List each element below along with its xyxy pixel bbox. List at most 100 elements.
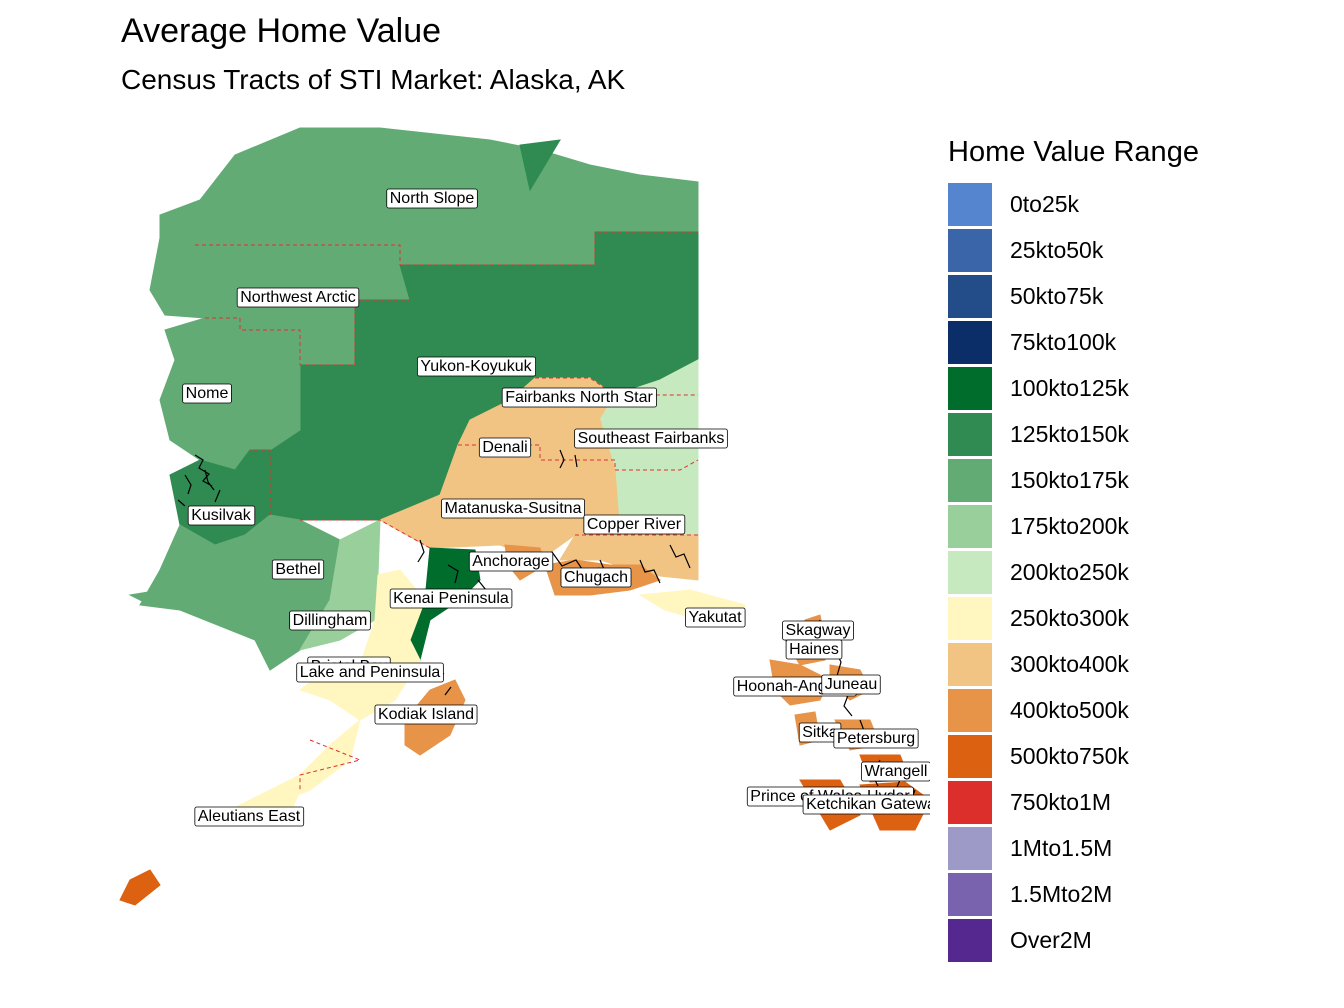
legend-label: Over2M (1010, 926, 1092, 953)
region-label-box (574, 428, 728, 449)
region-label: Haines (785, 639, 843, 660)
region-label-text: Kenai Peninsula (393, 590, 509, 607)
legend-swatch (948, 320, 992, 364)
region-label-box (187, 505, 256, 526)
legend-item: 125kto150k (948, 411, 1199, 457)
region-label: Kodiak Island (374, 704, 478, 725)
region-label-text: Wrangell (865, 763, 928, 780)
legend-swatch (948, 596, 992, 640)
region-label-text: North Slope (390, 190, 475, 207)
region-label-text: Northwest Arctic (240, 289, 356, 306)
region-label: Kusilvak (187, 505, 256, 526)
region-label: North Slope (386, 188, 478, 209)
region-label: Matanuska-Susitna (441, 498, 585, 519)
legend-item: 500kto750k (948, 733, 1199, 779)
region-label-box (289, 610, 371, 631)
legend-item: 300kto400k (948, 641, 1199, 687)
legend-swatch (948, 366, 992, 410)
legend-swatch (948, 412, 992, 456)
legend-item: 200kto250k (948, 549, 1199, 595)
legend-item: 750kto1M (948, 779, 1199, 825)
legend-swatch (948, 826, 992, 870)
legend-swatch (948, 504, 992, 548)
region-label-box (182, 383, 232, 404)
legend-swatch (948, 688, 992, 732)
island-shape (519, 139, 561, 192)
legend-label: 250kto300k (1010, 604, 1129, 631)
region-label: Skagway (782, 620, 854, 641)
legend-item: 1.5Mto2M (948, 871, 1199, 917)
region-label-text: Yakutat (688, 609, 742, 626)
region-label-box (501, 387, 657, 408)
legend-label: 125kto150k (1010, 420, 1129, 447)
legend-item: 250kto300k (948, 595, 1199, 641)
legend-swatch (948, 274, 992, 318)
legend-label: 100kto125k (1010, 374, 1129, 401)
legend-swatch (948, 780, 992, 824)
legend-label: 200kto250k (1010, 558, 1129, 585)
island-shape (119, 869, 161, 906)
region-label-box (194, 806, 305, 827)
region-label: Nome (182, 383, 232, 404)
region-label-text: Juneau (825, 676, 878, 693)
region-label-box (374, 704, 478, 725)
legend-item: 50kto75k (948, 273, 1199, 319)
legend-item: 1Mto1.5M (948, 825, 1199, 871)
legend-item: 175kto200k (948, 503, 1199, 549)
legend-swatch (948, 550, 992, 594)
region-label-box (468, 551, 554, 572)
region-label-box (833, 728, 919, 749)
region-label-text: Kodiak Island (378, 706, 474, 723)
legend-swatch (948, 642, 992, 686)
region-label-text: Southeast Fairbanks (578, 430, 725, 447)
region-label: Bethel (271, 559, 325, 580)
legend-label: 500kto750k (1010, 742, 1129, 769)
map-title: Average Home Value (121, 12, 442, 50)
region-label-box (785, 639, 843, 660)
legend-item: 400kto500k (948, 687, 1199, 733)
legend-label: 750kto1M (1010, 788, 1112, 815)
region-label: Dillingham (289, 610, 371, 631)
region-label: Kenai Peninsula (389, 588, 513, 609)
region-label: Anchorage (468, 551, 554, 572)
region-label-text: Aleutians East (198, 808, 301, 825)
region-label-text: Skagway (786, 622, 851, 639)
legend-swatch (948, 458, 992, 502)
region-label-text: Bethel (275, 561, 320, 578)
region-label-box (685, 607, 746, 628)
legend-label: 50kto75k (1010, 282, 1104, 309)
region-label: Fairbanks North Star (501, 387, 657, 408)
legend-item: 75kto100k (948, 319, 1199, 365)
region-label: Southeast Fairbanks (574, 428, 728, 449)
region-label: Lake and Peninsula (296, 662, 444, 683)
region-label-box (389, 588, 513, 609)
region-label: Yakutat (685, 607, 746, 628)
region-label-box (802, 794, 930, 815)
legend-label: 150kto175k (1010, 466, 1129, 493)
legend-label: 75kto100k (1010, 328, 1117, 355)
legend-swatch (948, 872, 992, 916)
region-label: Aleutians East (194, 806, 305, 827)
alaska-map: North Slope Northwest Arctic Yukon-Koyukuk… (119, 127, 930, 906)
region-label: Copper River (583, 514, 686, 535)
legend-item: Over2M (948, 917, 1199, 963)
legend-item: 150kto175k (948, 457, 1199, 503)
region-label-box (236, 287, 360, 308)
region-label-box (296, 662, 444, 683)
legend-label: 0to25k (1010, 190, 1080, 217)
region-label-box (583, 514, 686, 535)
legend-label: 1.5Mto2M (1010, 880, 1113, 907)
region-label-box (821, 674, 881, 695)
region-label-box (417, 356, 536, 377)
region-label-text: Dillingham (293, 612, 368, 629)
region-label: Chugach (560, 567, 632, 588)
island-shape (128, 589, 162, 606)
legend-label: 300kto400k (1010, 650, 1129, 677)
legend-item: 100kto125k (948, 365, 1199, 411)
region-label-text: Yukon-Koyukuk (420, 358, 532, 375)
legend-swatch (948, 918, 992, 962)
region-label: Petersburg (833, 728, 919, 749)
region-label-text: Nome (186, 385, 229, 402)
region-label-box (478, 437, 532, 458)
legend-label: 1Mto1.5M (1010, 834, 1113, 861)
